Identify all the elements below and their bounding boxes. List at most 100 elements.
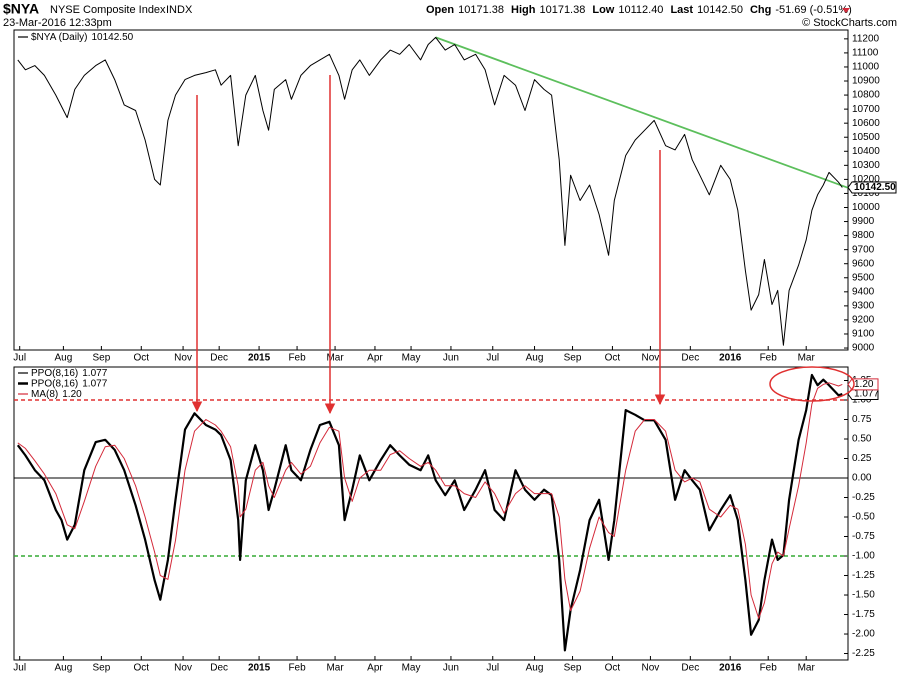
y-tick-label: 10700	[852, 104, 880, 115]
last-value-frame	[847, 181, 897, 194]
symbol: $NYA	[3, 1, 39, 17]
x-tick-label: Feb	[760, 353, 778, 364]
x-tick-label: Dec	[210, 663, 228, 674]
series-line	[16, 373, 843, 652]
x-tick-label: Feb	[288, 663, 306, 674]
y-tick-label: 9200	[852, 315, 875, 326]
x-tick-label: Aug	[54, 353, 72, 364]
y-tick-label: -0.50	[852, 512, 875, 523]
last-value-label: 10142.50	[854, 182, 896, 193]
x-tick-label: 2016	[719, 353, 742, 364]
x-tick-label: Mar	[326, 353, 344, 364]
legend-entry: MA(8) 1.20	[31, 389, 82, 400]
y-tick-label: 0.50	[852, 434, 872, 445]
exchange: INDX	[166, 4, 193, 16]
y-tick-label: 9100	[852, 329, 875, 340]
y-tick-label: 11100	[852, 48, 879, 59]
y-tick-label: 9800	[852, 230, 875, 241]
x-tick-label: Oct	[605, 353, 621, 364]
y-tick-label: 9900	[852, 216, 875, 227]
x-tick-label: Nov	[642, 353, 660, 364]
quote-label: Open	[426, 4, 454, 16]
last-value-box: 10142.50	[847, 181, 897, 194]
x-tick-label: Nov	[174, 353, 192, 364]
y-tick-label: -0.25	[852, 492, 875, 503]
y-tick-label: -1.00	[852, 551, 875, 562]
date: 23-Mar-2016 12:33pm	[3, 17, 112, 29]
down-indicator	[842, 8, 850, 13]
x-tick-label: Oct	[134, 663, 150, 674]
y-tick-label: 9700	[852, 244, 875, 255]
y-tick-label: 0.00	[852, 473, 872, 484]
x-tick-label: 2015	[248, 353, 271, 364]
x-tick-label: Oct	[605, 663, 621, 674]
x-tick-label: Jul	[13, 353, 26, 364]
y-tick-label: 10100	[852, 188, 880, 199]
y-tick-label: 11200	[852, 33, 880, 44]
quote-value: 10171.38	[458, 4, 504, 16]
y-tick-label: 11000	[852, 62, 880, 73]
y-tick-label: 10500	[852, 132, 880, 143]
y-tick-label: 9400	[852, 286, 875, 297]
y-tick-label: -1.75	[852, 609, 875, 620]
quote-value: -51.69 (-0.51%)	[775, 4, 851, 16]
legend-value: 1.077	[82, 368, 107, 379]
y-tick-label: 10600	[852, 118, 880, 129]
y-tick-label: 1.00	[852, 395, 872, 406]
legend-entry: $NYA (Daily) 10142.50	[31, 32, 134, 43]
last-value-label: 1.20	[854, 379, 874, 390]
y-tick-label: 10200	[852, 174, 880, 185]
y-tick-label: 10000	[852, 202, 880, 213]
x-tick-label: May	[402, 353, 421, 364]
legend-name: MA(8)	[31, 389, 58, 400]
legend-entry: PPO(8,16) 1.077	[31, 368, 108, 379]
x-tick-label: 2016	[719, 663, 742, 674]
x-tick-label: Feb	[760, 663, 778, 674]
y-tick-label: 9000	[852, 343, 875, 354]
x-tick-label: Mar	[326, 663, 344, 674]
legend-name: PPO(8,16)	[31, 368, 78, 379]
y-tick-label: 9300	[852, 301, 875, 312]
ppo-panel-frame	[13, 366, 849, 661]
y-tick-label: -2.00	[852, 629, 875, 640]
x-tick-label: Sep	[92, 663, 110, 674]
x-tick-label: Aug	[526, 353, 544, 364]
x-tick-label: Mar	[798, 663, 816, 674]
legend-value: 1.20	[62, 389, 82, 400]
x-tick-label: 2015	[248, 663, 271, 674]
x-tick-label: Oct	[134, 353, 150, 364]
quote-label: Last	[670, 4, 693, 16]
trendline	[435, 36, 849, 189]
series-line	[17, 36, 843, 346]
x-tick-label: Jun	[443, 663, 459, 674]
y-tick-label: -1.25	[852, 570, 875, 581]
x-tick-label: Apr	[367, 663, 383, 674]
quote-value: 10171.38	[539, 4, 585, 16]
quote-value: 10142.50	[697, 4, 743, 16]
y-tick-label: 10300	[852, 160, 880, 171]
annotation-ellipse	[769, 366, 855, 402]
x-tick-label: Jun	[443, 353, 459, 364]
legend-name: $NYA (Daily)	[31, 32, 88, 43]
x-tick-label: Aug	[54, 663, 72, 674]
x-tick-label: Nov	[174, 663, 192, 674]
series-line	[17, 382, 843, 619]
index-name: NYSE Composite Index	[50, 4, 166, 16]
x-tick-label: Sep	[564, 353, 582, 364]
copyright: © StockCharts.com	[802, 17, 897, 29]
y-tick-label: -1.50	[852, 590, 875, 601]
y-tick-label: -2.25	[852, 648, 875, 659]
x-tick-label: Jul	[486, 663, 499, 674]
x-tick-label: Jul	[13, 663, 26, 674]
quote-label: Low	[592, 4, 614, 16]
legend-entry: PPO(8,16) 1.077	[31, 378, 108, 389]
plot-layer: 9000 9100 9200 9300 9400 9500 9600 9700 9800 9900…	[13, 32, 897, 674]
x-tick-label: Sep	[92, 353, 110, 364]
x-tick-label: Dec	[210, 353, 228, 364]
legend-value: 10142.50	[92, 32, 134, 43]
x-tick-label: Feb	[288, 353, 306, 364]
y-tick-label: 9600	[852, 258, 875, 269]
price-panel-frame	[13, 29, 849, 351]
